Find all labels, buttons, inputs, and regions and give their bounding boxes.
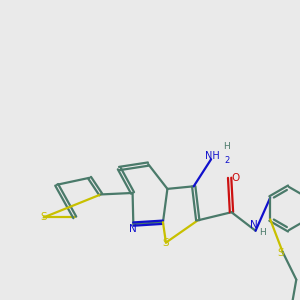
Text: N: N bbox=[250, 220, 258, 230]
Text: N: N bbox=[130, 224, 137, 235]
Text: O: O bbox=[231, 173, 239, 183]
Text: 2: 2 bbox=[225, 156, 230, 165]
Text: S: S bbox=[163, 238, 169, 248]
Text: H: H bbox=[259, 228, 266, 237]
Text: NH: NH bbox=[205, 151, 220, 161]
Text: S: S bbox=[278, 248, 284, 258]
Text: H: H bbox=[223, 142, 230, 151]
Text: S: S bbox=[40, 212, 47, 222]
